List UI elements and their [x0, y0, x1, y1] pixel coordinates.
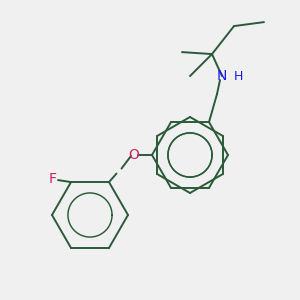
Text: H: H [233, 70, 243, 83]
Text: N: N [217, 69, 227, 83]
Text: O: O [129, 148, 140, 162]
Text: F: F [49, 172, 57, 186]
